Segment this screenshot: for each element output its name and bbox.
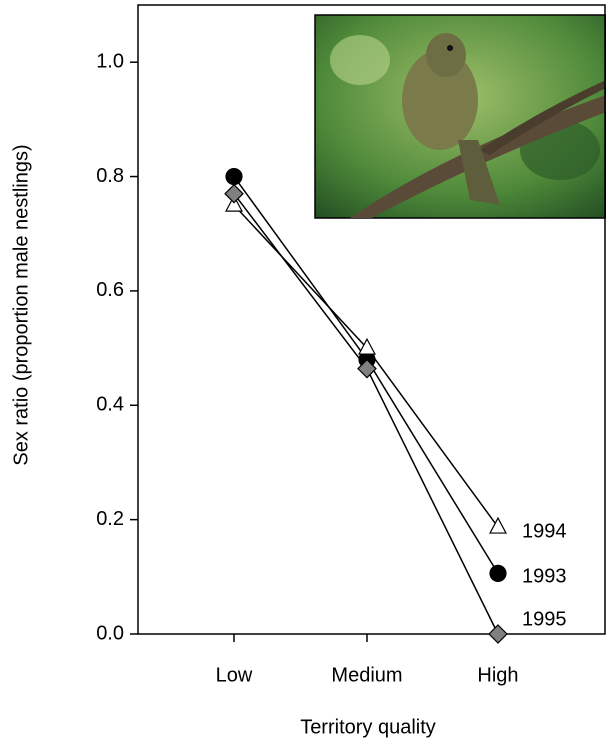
y-tick-label: 0.4 — [96, 394, 124, 416]
series-label: 1994 — [522, 520, 567, 542]
series-label: 1993 — [522, 566, 567, 588]
x-tick-label: Low — [216, 664, 253, 686]
chart: Sex ratio (proportion male nestlings) Te… — [0, 0, 606, 744]
series-label: 1995 — [522, 608, 567, 630]
x-tick-label: High — [477, 664, 518, 686]
y-tick-label: 0.6 — [96, 279, 124, 301]
x-axis-label: Territory quality — [300, 716, 436, 738]
point — [490, 565, 506, 581]
y-tick-label: 0.8 — [96, 165, 124, 187]
inset-photo — [315, 15, 606, 218]
y-axis-label: Sex ratio (proportion male nestlings) — [10, 144, 32, 465]
series-line — [234, 194, 498, 634]
y-tick-label: 0.2 — [96, 508, 124, 530]
y-tick-label: 1.0 — [96, 50, 124, 72]
x-tick-label: Medium — [331, 664, 402, 686]
point — [226, 169, 242, 185]
y-tick-label: 0.0 — [96, 622, 124, 644]
point — [225, 185, 243, 203]
point — [489, 625, 507, 643]
